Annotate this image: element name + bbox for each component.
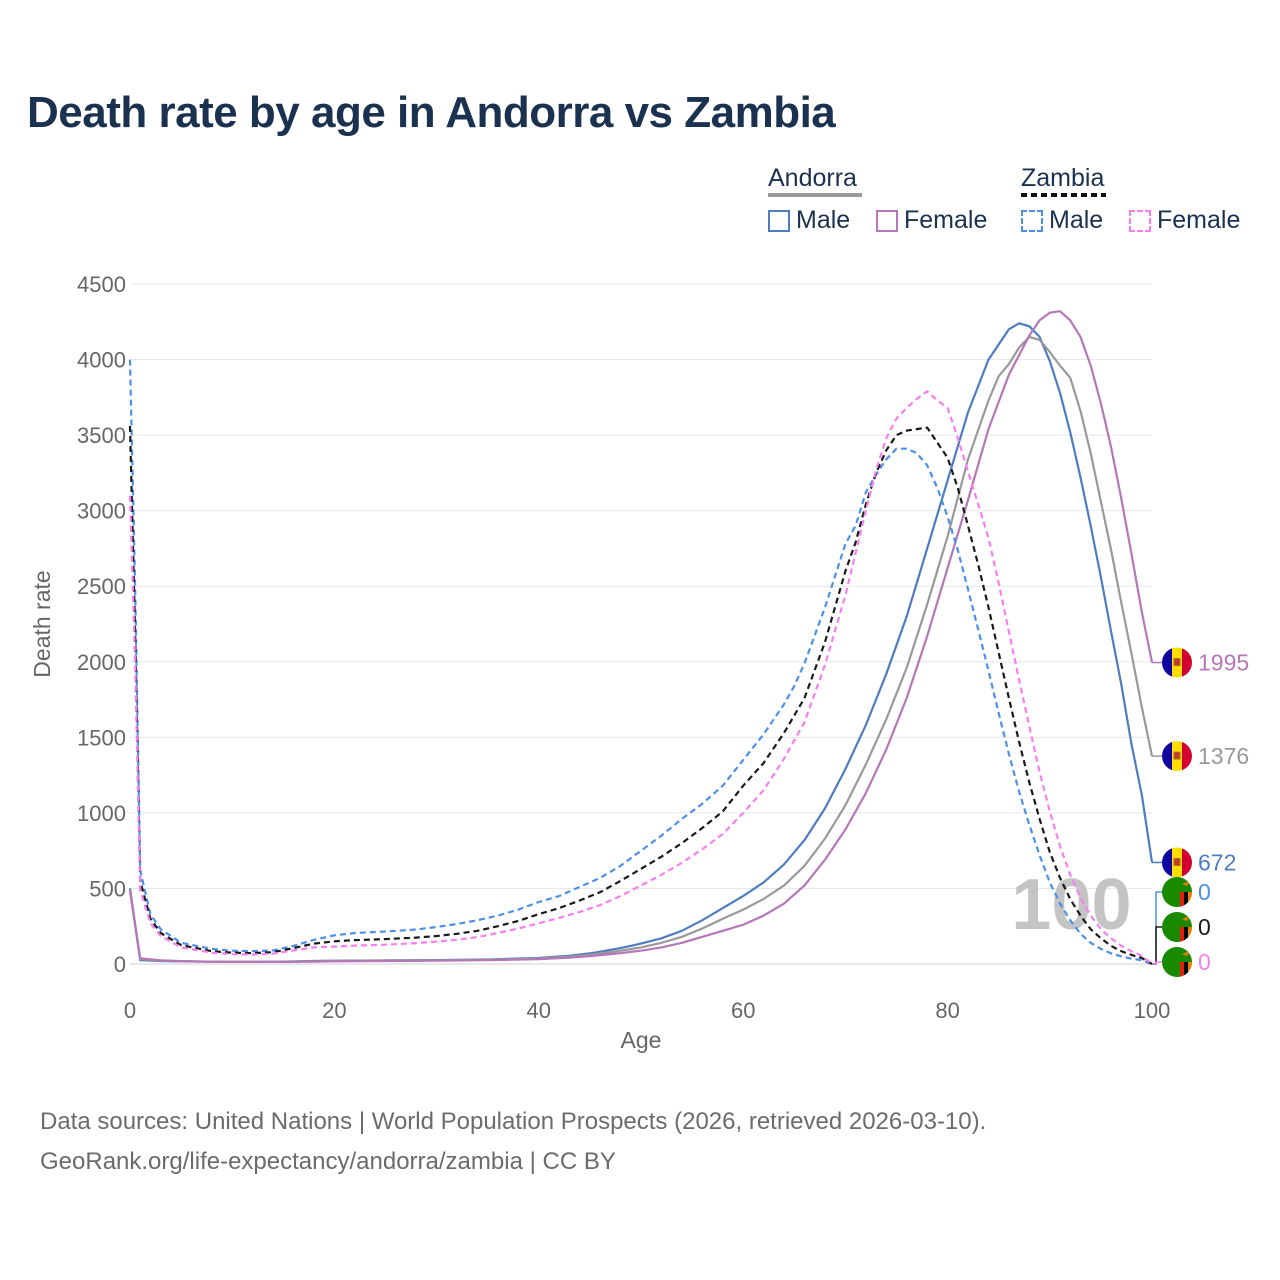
legend-group-zambia: Zambia — [1021, 164, 1105, 192]
y-axis-ticks: 0 500 1000 1500 2000 2500 3000 3500 4000 4500 — [77, 272, 126, 977]
x-tick-label: 20 — [322, 998, 346, 1023]
end-connector-zambia-total — [1152, 926, 1162, 965]
end-value-label-zambia-male: 0 — [1198, 879, 1211, 905]
grid-lines — [130, 283, 1152, 965]
x-axis-ticks: 0 20 40 60 80 100 — [124, 998, 1170, 1023]
series-line-andorra-male[interactable] — [128, 322, 1154, 963]
end-value-label-andorra-female: 1995 — [1198, 650, 1249, 676]
y-tick-label: 1000 — [77, 801, 126, 826]
end-value-label-zambia-female: 0 — [1198, 949, 1211, 975]
end-value-label-zambia-total: 0 — [1198, 914, 1211, 940]
legend-item-zambia-male[interactable]: Male — [1021, 206, 1103, 235]
legend-swatch-andorra-female — [876, 209, 898, 232]
y-tick-label: 3500 — [77, 423, 126, 448]
series-line-andorra-female[interactable] — [128, 310, 1154, 963]
source-line-1: Data sources: United Nations | World Pop… — [40, 1108, 987, 1135]
legend-swatch-zambia-male — [1021, 209, 1043, 232]
zambia-flag-icon — [1162, 877, 1192, 907]
legend-label-zambia-female: Female — [1157, 206, 1241, 234]
x-tick-label: 0 — [124, 998, 136, 1023]
zambia-flag-icon — [1162, 912, 1192, 942]
x-tick-label: 40 — [527, 998, 551, 1023]
legend-item-andorra-female[interactable]: Female — [876, 206, 987, 235]
end-value-label-andorra-total: 1376 — [1198, 743, 1249, 769]
legend-swatch-andorra-male — [768, 209, 790, 232]
source-line-2[interactable]: GeoRank.org/life-expectancy/andorra/zamb… — [40, 1148, 616, 1175]
zambia-flag-icon — [1162, 947, 1192, 977]
y-tick-label: 3000 — [77, 499, 126, 524]
x-tick-label: 100 — [1134, 998, 1171, 1023]
x-axis-title: Age — [621, 1027, 662, 1053]
x-tick-label: 80 — [935, 998, 959, 1023]
legend-label-andorra-female: Female — [904, 206, 988, 234]
chart-title: Death rate by age in Andorra vs Zambia — [27, 88, 836, 137]
x-tick-label: 60 — [731, 998, 755, 1023]
legend-label-zambia-male: Male — [1049, 206, 1104, 234]
end-connector-zambia-female — [1152, 961, 1162, 965]
andorra-flag-icon — [1162, 741, 1192, 771]
legend-swatch-zambia-female — [1129, 209, 1151, 232]
series-line-zambia-female[interactable] — [128, 390, 1153, 965]
andorra-flag-icon — [1162, 847, 1192, 877]
current-age-label: 100 — [1011, 865, 1131, 945]
y-tick-label: 500 — [89, 876, 126, 901]
series-line-zambia-total[interactable] — [128, 425, 1153, 965]
y-tick-label: 2500 — [77, 574, 126, 599]
y-tick-label: 4000 — [77, 348, 126, 373]
y-tick-label: 4500 — [77, 272, 126, 297]
y-tick-label: 0 — [114, 952, 126, 977]
series-lines — [128, 310, 1154, 966]
legend-label-andorra-male: Male — [796, 206, 851, 234]
end-markers: 672 1376 1995 0 0 0 — [1152, 648, 1249, 977]
y-tick-label: 1500 — [77, 725, 126, 750]
legend-item-andorra-male[interactable]: Male — [768, 206, 850, 235]
legend-group-andorra: Andorra — [768, 164, 857, 192]
y-tick-label: 2000 — [77, 650, 126, 675]
y-axis-title: Death rate — [29, 570, 55, 677]
end-connector-zambia-male — [1152, 891, 1162, 965]
legend-item-zambia-female[interactable]: Female — [1129, 206, 1240, 235]
series-line-zambia-male[interactable] — [128, 359, 1153, 966]
andorra-flag-icon — [1162, 648, 1192, 678]
end-value-label-andorra-male: 672 — [1198, 849, 1236, 875]
